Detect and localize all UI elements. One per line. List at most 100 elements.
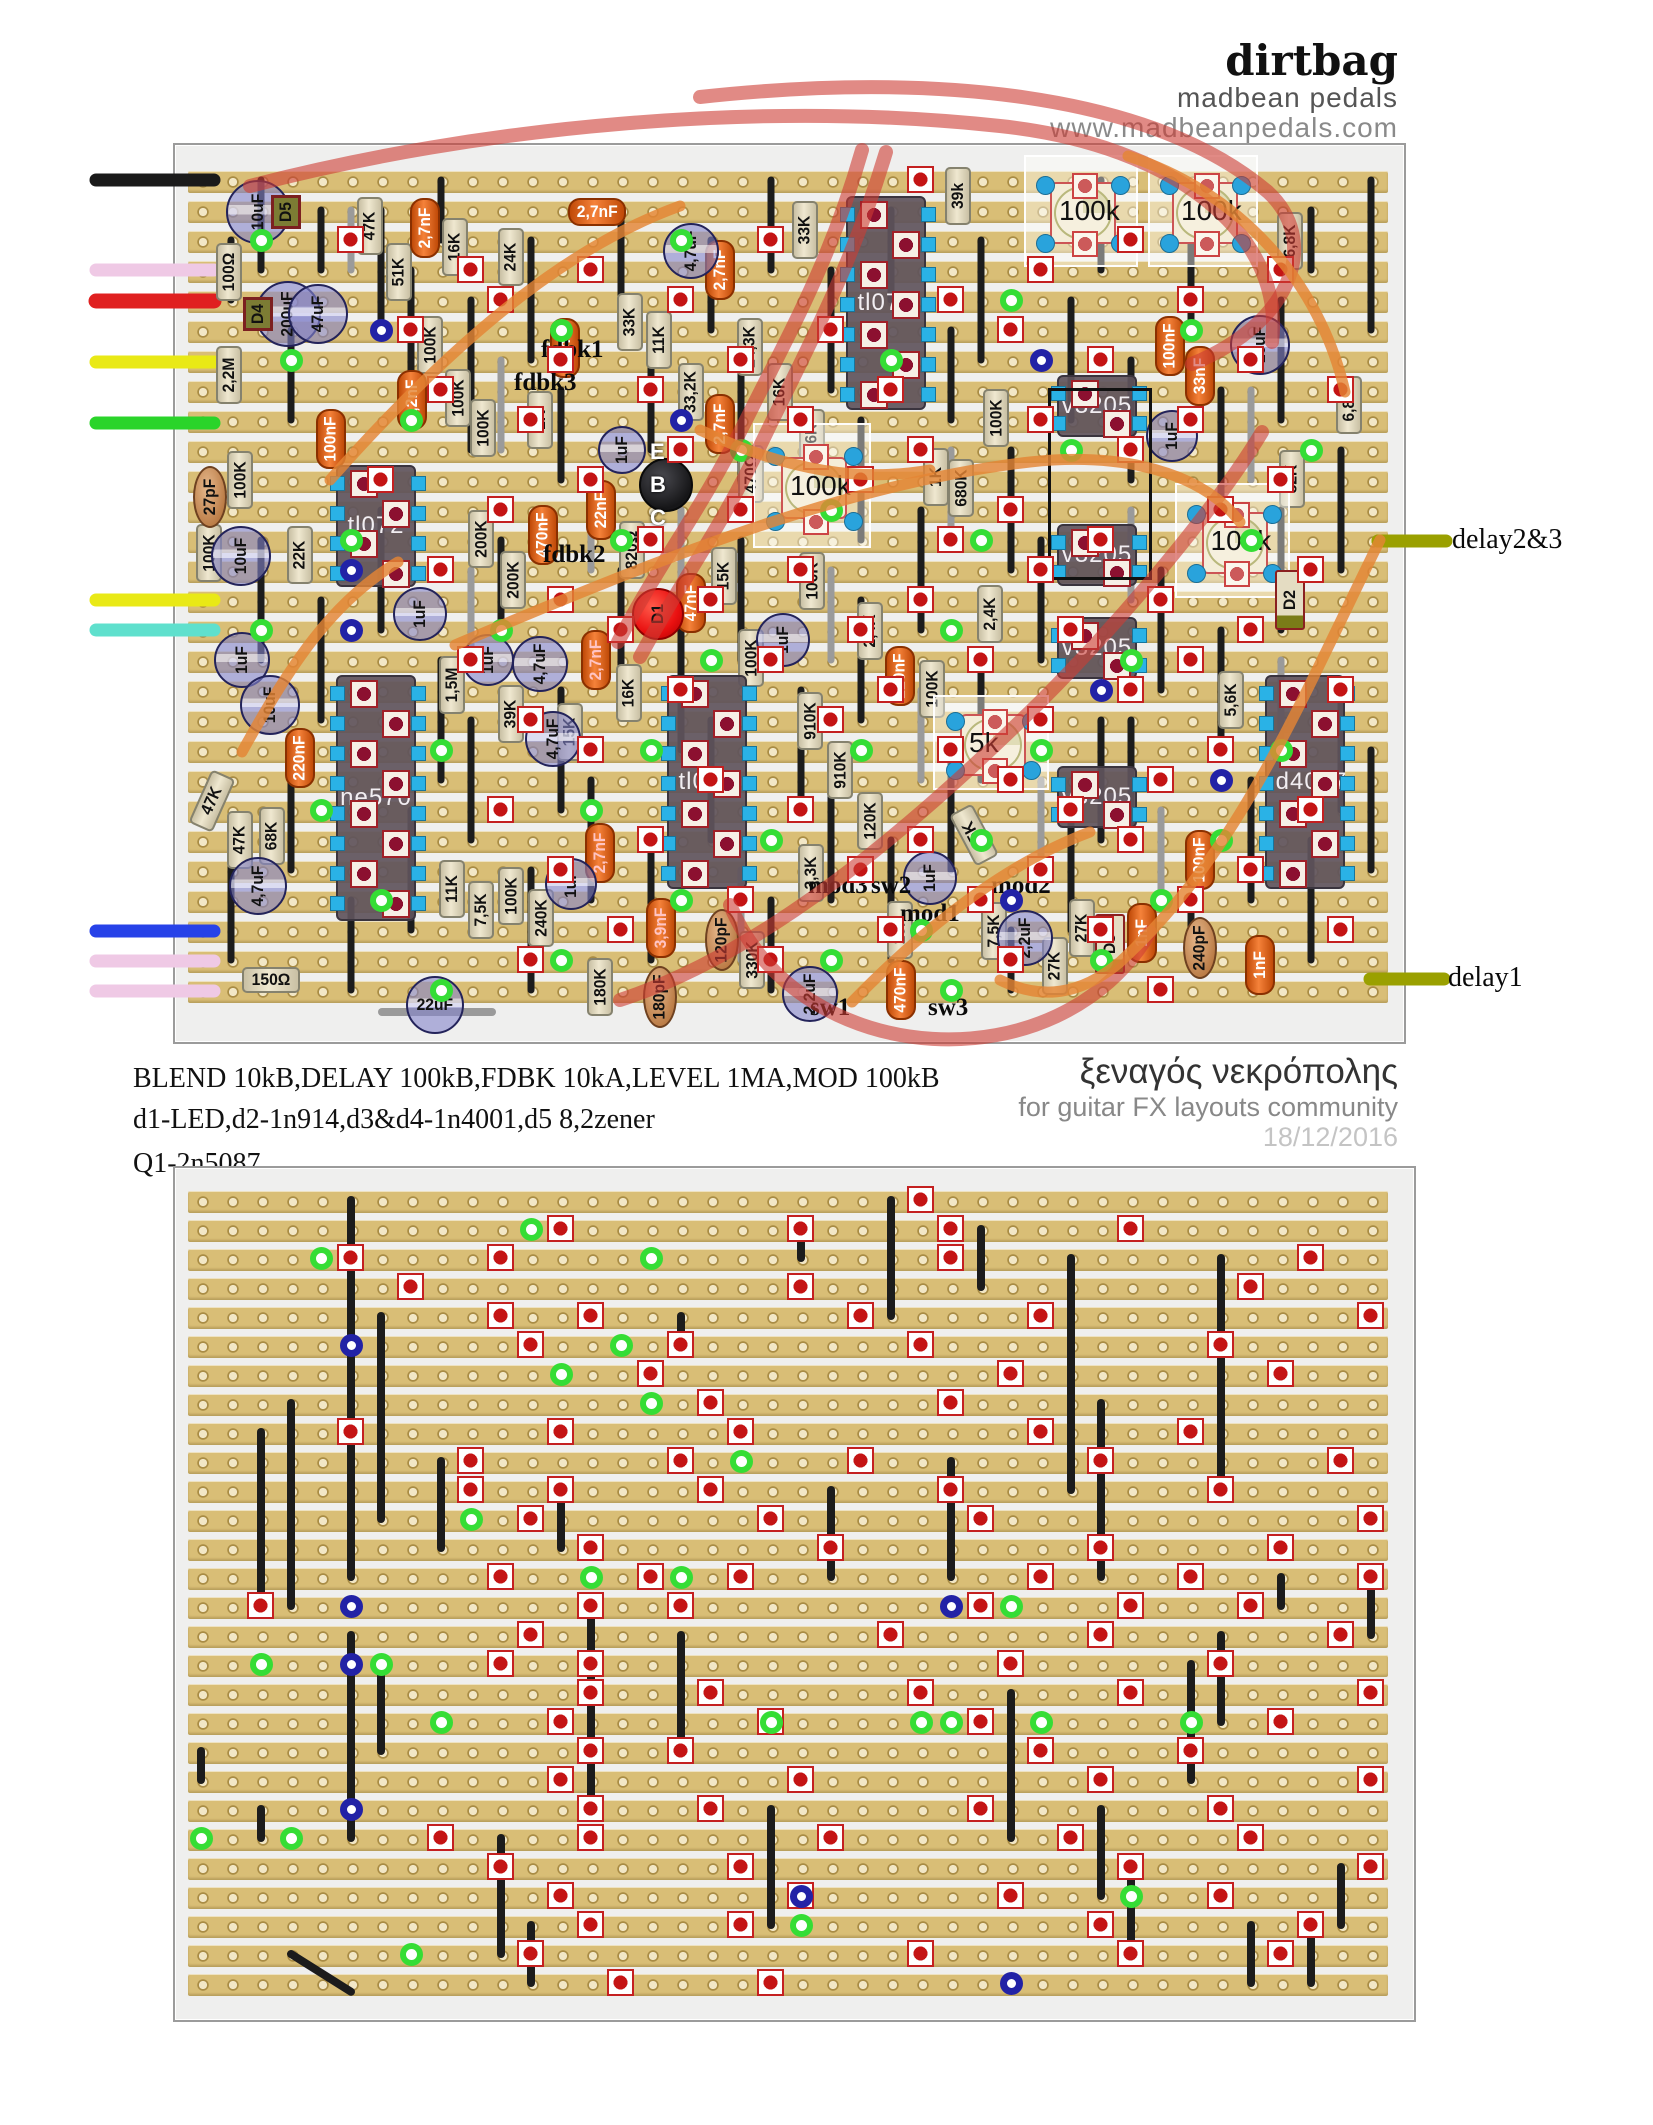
track-cut-mark (1267, 256, 1294, 283)
pots-note: BLEND 10kB,DELAY 100kB,FDBK 10kA,LEVEL 1… (133, 1063, 940, 1094)
ic-pin (1051, 658, 1066, 673)
diode: D5 (271, 195, 301, 229)
resistor-label: 16K (619, 678, 638, 708)
track-cut-mark (637, 826, 664, 853)
diode-label: D2 (1279, 590, 1299, 610)
track-cut-mark (487, 286, 514, 313)
resistor: 2,2M (216, 346, 242, 404)
track-cut-mark (1357, 1766, 1384, 1793)
resistor-label: 120K (860, 802, 880, 840)
jumper-ring (399, 408, 423, 432)
electrolytic-capacitor-label: 10uF (260, 686, 279, 724)
electrolytic-capacitor-label: 1uF (919, 864, 939, 892)
transistor-pin-label: B (650, 472, 666, 497)
track-cut-mark (997, 1650, 1024, 1677)
pin-label: delay2&3 (1452, 524, 1563, 555)
track-cut-mark (487, 1563, 514, 1590)
ic-pin (921, 297, 936, 312)
jumper-ring (939, 618, 963, 642)
resistor: 22K (287, 526, 313, 584)
track-cut-mark (337, 1244, 364, 1271)
via-ring (339, 1594, 363, 1618)
track-cut-mark (1027, 706, 1054, 733)
resistor: 11K (439, 860, 465, 918)
track-cut-mark (667, 436, 694, 463)
track-cut-mark (637, 376, 664, 403)
ic-pad (681, 860, 709, 888)
track-cut-mark (1237, 616, 1264, 643)
resistor: 39k (945, 167, 971, 225)
electrolytic-capacitor-label: 1uF (409, 600, 429, 628)
ic-pad (382, 830, 410, 858)
resistor: 100K (227, 451, 253, 509)
ic-pin (411, 476, 426, 491)
ic-pad (382, 770, 410, 798)
community-credit: for guitar FX layouts community (1018, 1092, 1398, 1122)
track-cut-mark (457, 646, 484, 673)
jumper-ring (279, 1826, 303, 1850)
trimmer-label: 100k (790, 469, 851, 501)
capacitor-label: 2,7nF (710, 403, 729, 445)
jumper-ring (1119, 648, 1143, 672)
resistor-label: 27K (1045, 951, 1064, 981)
ic-pin (1132, 777, 1147, 792)
electrolytic-capacitor: 10uF (211, 526, 271, 586)
via-ring (369, 318, 393, 342)
ic-pad (382, 500, 410, 528)
copper-strip (188, 1858, 1388, 1880)
track-cut-mark (997, 766, 1024, 793)
via-ring (339, 1652, 363, 1676)
trimmer-pad (1072, 231, 1098, 258)
ceramic-capacitor: 27pF (193, 466, 227, 528)
track-cut-mark (1207, 1331, 1234, 1358)
jumper-ring (399, 1942, 423, 1966)
resistor-label: 680K (951, 469, 971, 507)
track-cut-mark (1117, 226, 1144, 253)
track-cut-mark (487, 1853, 514, 1880)
track-cut-mark (1177, 646, 1204, 673)
jumper-ring (1029, 738, 1053, 762)
copper-strip (188, 1916, 1388, 1938)
capacitor: 2,7nF (568, 198, 626, 226)
ic-pin (742, 836, 757, 851)
track-cut-mark (1087, 526, 1114, 553)
ic-pin (921, 387, 936, 402)
ic-pad (382, 710, 410, 738)
diodes-note: d1-LED,d2-1n914,d3&d4-1n4001,d5 8,2zener (133, 1104, 655, 1135)
track-cut-mark (727, 1563, 754, 1590)
capacitor-label: 470nF (891, 967, 911, 1013)
track-cut-mark (577, 256, 604, 283)
jumper-ring (669, 1565, 693, 1589)
jumper-ring (999, 1594, 1023, 1618)
track-cut-mark (907, 166, 934, 193)
jumper-ring (309, 798, 333, 822)
track-cut-mark (967, 646, 994, 673)
electrolytic-capacitor: 4,7uF (663, 223, 719, 279)
jumper-ring (429, 738, 453, 762)
ic-pin (840, 387, 855, 402)
resistor: 120K (857, 792, 883, 850)
track-cut-mark (877, 916, 904, 943)
ic-pin (330, 836, 345, 851)
resistor: 2,4K (977, 585, 1003, 643)
resistor: 150Ω (242, 967, 300, 993)
track-cut-mark (817, 1824, 844, 1851)
track-cut-mark (547, 1476, 574, 1503)
trimmer-pin-dot (1111, 175, 1131, 195)
resistor-label: 5,6K (1221, 683, 1241, 717)
copper-strip (188, 1539, 1388, 1561)
jumper-ring (1149, 888, 1173, 912)
ic-pin (742, 866, 757, 881)
copper-strip (188, 1684, 1388, 1706)
jumper-ring (1299, 438, 1323, 462)
capacitor-label: 100nF (1190, 837, 1210, 883)
capacitor: 1nF (1127, 903, 1157, 963)
track-cut-mark (727, 1853, 754, 1880)
jumper-ring (639, 1391, 663, 1415)
resistor-label: 100Ω (219, 252, 238, 292)
ic-pin (330, 476, 345, 491)
capacitor: 470nF (886, 960, 916, 1020)
trimmer-label: 5k (969, 726, 999, 758)
ic-pin (411, 806, 426, 821)
resistor: 7,5K (468, 881, 494, 939)
